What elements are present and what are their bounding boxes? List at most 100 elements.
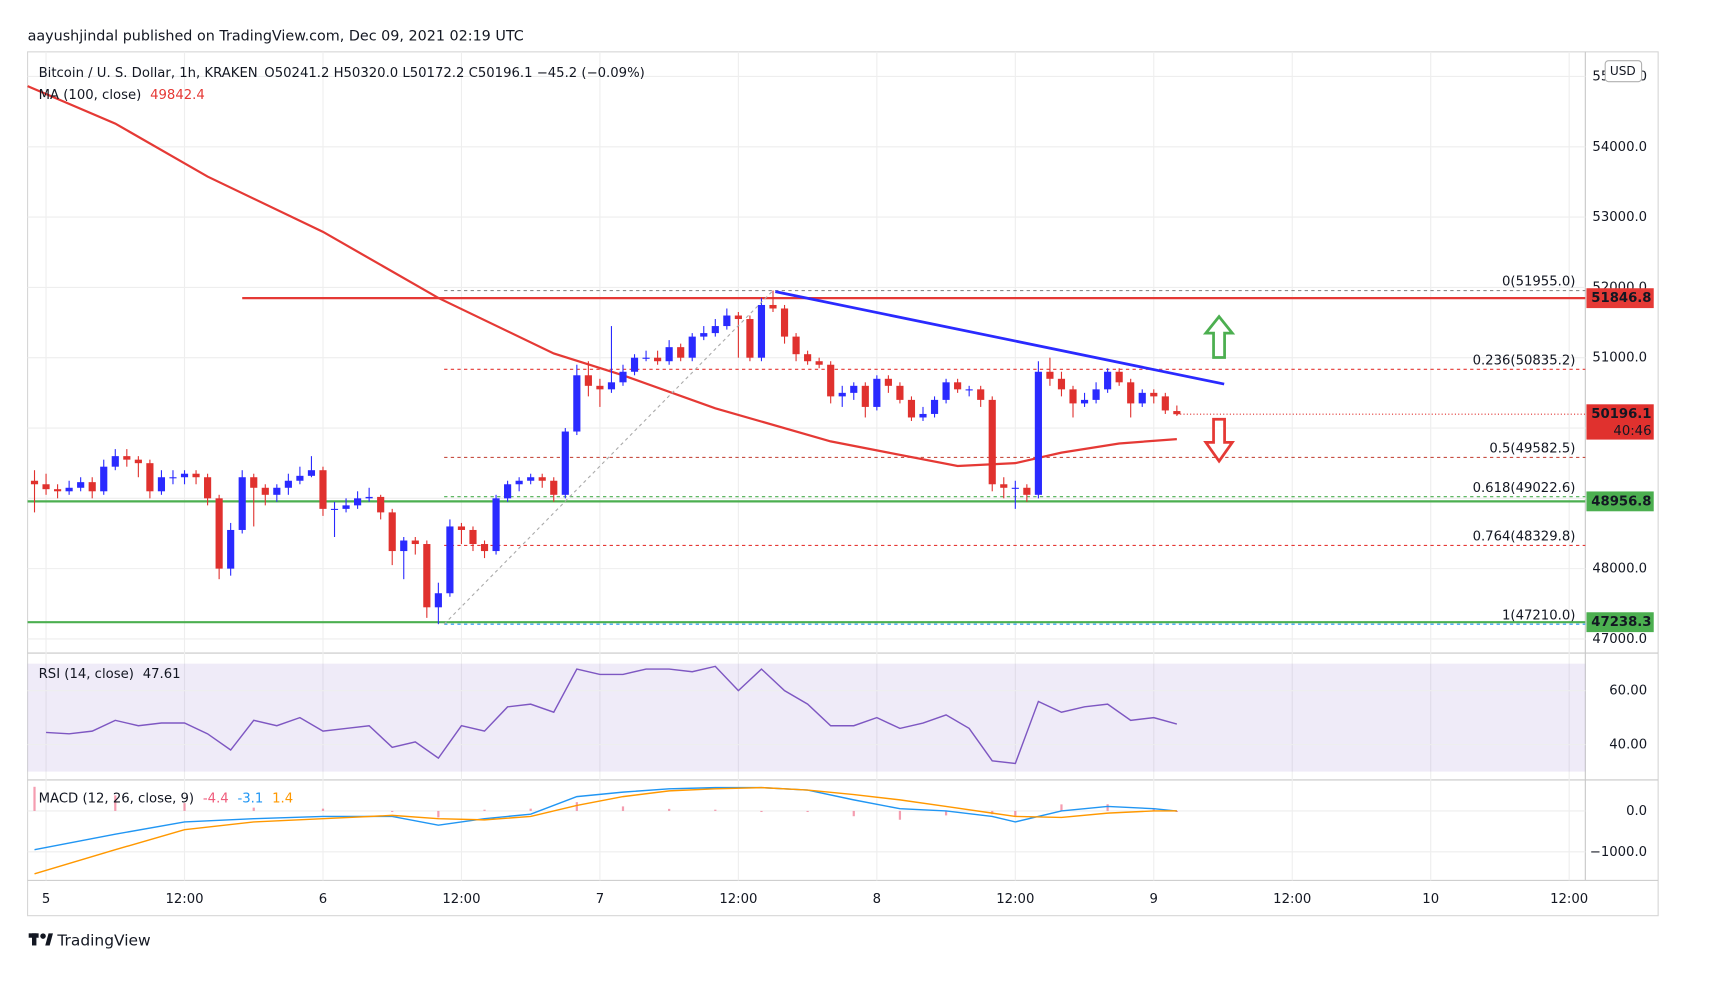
- histogram-bar: [1106, 804, 1109, 811]
- histogram-bar: [437, 810, 440, 818]
- candle-body: [169, 477, 177, 479]
- candle-body: [227, 529, 235, 569]
- candle-body: [1115, 371, 1123, 383]
- y-tick-label: 51000.0: [1592, 351, 1647, 366]
- candle-body: [827, 364, 835, 397]
- publisher-line: aayushjindal published on TradingView.co…: [28, 28, 524, 44]
- histogram-bar: [1152, 808, 1155, 811]
- candle-body: [54, 489, 62, 492]
- plot-layer: 5 12:00 6 12:00 7 12:00 8 12:00 9 12:00 10 12:00 470…: [27, 51, 1659, 907]
- candle-body: [1092, 389, 1100, 400]
- candle-body: [861, 385, 869, 407]
- x-tick-label: 12:00: [1273, 892, 1311, 907]
- candle-body: [746, 319, 754, 358]
- candle-body: [411, 540, 419, 545]
- candle-body: [538, 477, 546, 481]
- candle-body: [919, 413, 927, 418]
- candle-body: [342, 505, 350, 509]
- candle-body: [930, 399, 939, 414]
- candle-body: [1069, 389, 1077, 404]
- candle-body: [654, 357, 662, 362]
- candle-body: [1127, 382, 1135, 404]
- macd-line: [34, 786, 1177, 851]
- histogram-bar: [529, 808, 532, 811]
- brand-logo: [28, 933, 53, 946]
- histogram-bar: [806, 810, 809, 813]
- up-arrow: [1202, 314, 1236, 359]
- y-tick-label: 54000.0: [1592, 140, 1647, 155]
- price-badge: [1586, 404, 1654, 440]
- x-tick-label: 12:00: [165, 892, 203, 907]
- candle-body: [677, 347, 685, 358]
- candle-body: [850, 385, 858, 393]
- candle-body: [480, 544, 489, 552]
- level-badge-label: 51846.8: [1591, 291, 1651, 306]
- rsi-value: 47.61: [143, 667, 181, 682]
- candle-body: [792, 336, 800, 355]
- candle-body: [688, 336, 696, 358]
- price-badge-label: 50196.1: [1591, 407, 1651, 422]
- candle-body: [111, 456, 119, 467]
- currency-box: [1604, 60, 1643, 83]
- candle-body: [319, 470, 327, 509]
- candle-body: [446, 526, 454, 594]
- down-arrow: [1203, 417, 1235, 464]
- candle-body: [769, 304, 777, 309]
- candle-body: [700, 333, 708, 337]
- candle-body: [550, 480, 558, 495]
- fib-label: 0.618(49022.6): [1473, 481, 1576, 496]
- candle-body: [180, 473, 189, 478]
- candle-body: [204, 477, 212, 499]
- candle-body: [492, 498, 500, 552]
- ma-legend: MA (100, close) 49842.4: [39, 88, 205, 103]
- y-tick-label: 60.00: [1609, 684, 1647, 699]
- x-tick-label: 6: [319, 892, 327, 907]
- x-tick-label: 7: [596, 892, 604, 907]
- candle-body: [1011, 487, 1019, 489]
- x-tick-label: 12:00: [1550, 892, 1588, 907]
- candle-body: [1023, 487, 1031, 495]
- level-badge-label: 47238.3: [1591, 615, 1651, 630]
- candle-body: [88, 482, 96, 492]
- candle-body: [65, 487, 73, 492]
- ma-value: 49842.4: [150, 88, 205, 103]
- candle-body: [942, 382, 950, 400]
- candle-body: [296, 475, 304, 481]
- rsi-band: [27, 663, 1586, 772]
- x-tick-label: 12:00: [719, 892, 757, 907]
- candle-body: [711, 326, 719, 334]
- level-badge-label: 48956.8: [1591, 494, 1651, 509]
- candle-body: [734, 315, 742, 320]
- histogram-bar: [575, 802, 578, 811]
- x-tick-label: 8: [873, 892, 881, 907]
- candle-body: [630, 357, 639, 372]
- candle-body: [642, 357, 650, 359]
- level-badge: [1586, 491, 1654, 512]
- indicator-line: [46, 665, 1178, 765]
- candle-body: [665, 347, 673, 362]
- histogram-bar: [1175, 810, 1178, 813]
- candle-body: [1057, 378, 1066, 390]
- candle-body: [815, 361, 823, 365]
- histogram-bar: [114, 795, 117, 811]
- fib-label: 0.236(50835.2): [1473, 353, 1576, 368]
- candle-body: [1138, 392, 1146, 404]
- candle-body: [873, 378, 881, 407]
- histogram-bar: [668, 808, 671, 811]
- rsi-legend: RSI (14, close) 47.61: [39, 667, 181, 682]
- candle-body: [250, 477, 258, 488]
- fib-label: 1(47210.0): [1502, 608, 1575, 623]
- candle-body: [377, 496, 385, 513]
- candle-body: [965, 389, 973, 391]
- macd-value: -3.1: [238, 792, 264, 807]
- candle-body: [354, 498, 362, 506]
- candle-body: [780, 308, 789, 337]
- candle-body: [723, 315, 731, 327]
- candle-body: [1173, 411, 1181, 415]
- y-tick-label: 47000.0: [1592, 632, 1647, 647]
- histogram-bar: [252, 807, 255, 811]
- trendline: [443, 290, 774, 625]
- x-tick-label: 12:00: [442, 892, 480, 907]
